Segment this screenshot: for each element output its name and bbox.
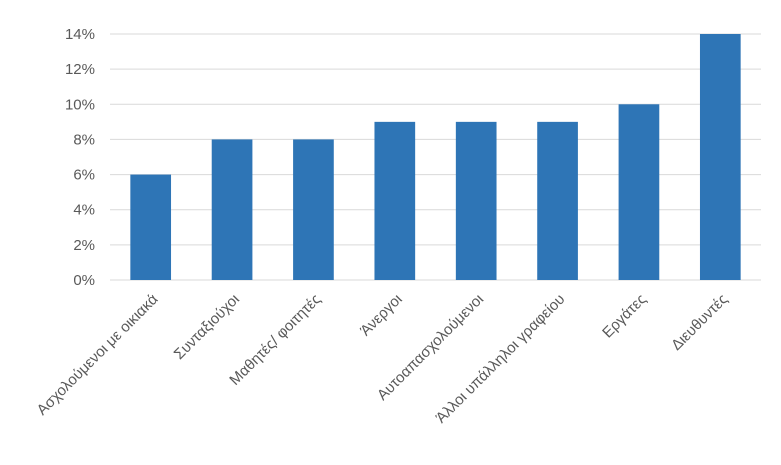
x-category-label: Διευθυντές — [668, 291, 731, 354]
x-axis-category-labels: Ασχολούμενοι με οικιακά ΣυνταξιούχοιΜαθητ… — [34, 291, 732, 427]
y-tick-label: 14% — [65, 26, 95, 43]
bar — [618, 104, 660, 281]
x-category-label: Άλλοι υπάλληλοι γραφείου — [433, 291, 569, 427]
y-tick-label: 8% — [73, 131, 95, 148]
x-category-label: Συνταξιούχοι — [171, 291, 243, 363]
y-tick-label: 2% — [73, 237, 95, 254]
y-tick-label: 10% — [65, 96, 95, 113]
gridlines — [110, 33, 761, 281]
bar — [293, 139, 334, 280]
bars — [130, 34, 741, 281]
y-tick-label: 6% — [73, 167, 95, 184]
bar — [130, 174, 172, 280]
bar — [374, 121, 416, 280]
y-tick-label: 4% — [73, 202, 95, 219]
y-tick-label: 0% — [73, 272, 95, 289]
x-category-label: Μαθητές/ φοιτητές — [226, 291, 324, 389]
x-category-label: Άνεργοι — [357, 291, 406, 340]
y-tick-label: 12% — [65, 61, 95, 78]
bar — [699, 34, 741, 280]
y-axis-tick-labels: 0% 2% 4% 6% 8% 10% 12% 14% — [65, 26, 95, 289]
bar — [211, 139, 253, 280]
bar — [537, 121, 578, 280]
x-category-label: Εργάτες — [599, 291, 650, 342]
x-category-label: Ασχολούμενοι με οικιακά — [34, 291, 162, 419]
bar — [455, 121, 497, 280]
